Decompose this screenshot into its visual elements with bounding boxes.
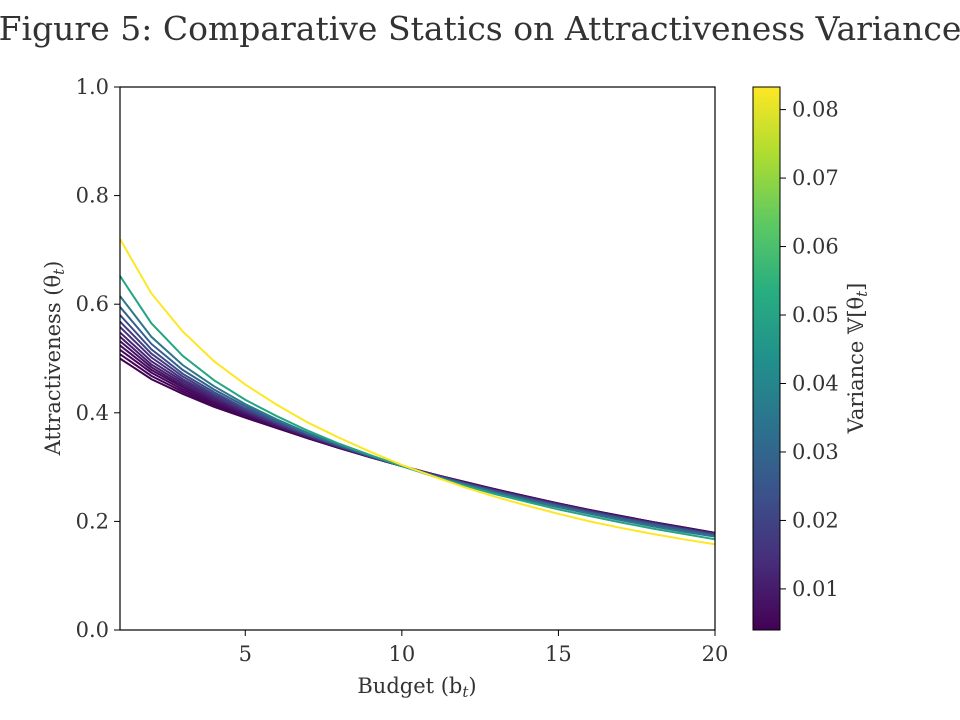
x-tick-label: 5 xyxy=(239,642,252,666)
series-line xyxy=(119,353,716,534)
plot-frame xyxy=(119,86,716,631)
colorbar-tick-label: 0.06 xyxy=(792,235,839,259)
x-tick-label: 20 xyxy=(702,642,729,666)
x-tick-label: 10 xyxy=(388,642,415,666)
series-line xyxy=(119,331,716,535)
colorbar-tick-label: 0.04 xyxy=(792,371,839,395)
colorbar xyxy=(752,86,781,631)
colorbar-ticks: 0.01 0.02 0.03 0.04 0.05 0.06 0.07 0.08 xyxy=(780,98,839,601)
series-line xyxy=(119,295,716,538)
series-line xyxy=(119,357,716,534)
y-axis-ticks: 0.0 0.2 0.4 0.6 0.8 1.0 xyxy=(76,75,120,642)
series-line xyxy=(119,306,716,537)
y-tick-label: 0.4 xyxy=(76,401,109,425)
y-tick-label: 1.0 xyxy=(76,75,109,99)
colorbar-label: Variance 𝕍[θt] xyxy=(844,283,871,435)
series-line xyxy=(119,238,716,546)
colorbar-tick-label: 0.02 xyxy=(792,508,839,532)
colorbar-tick-label: 0.03 xyxy=(792,440,839,464)
chart-title: Figure 5: Comparative Statics on Attract… xyxy=(0,9,960,48)
x-axis-label: Budget (bt) xyxy=(357,674,476,701)
series-line xyxy=(119,314,716,536)
x-axis-ticks: 5 10 15 20 xyxy=(239,630,729,666)
y-tick-label: 0.2 xyxy=(76,509,109,533)
y-tick-label: 0.6 xyxy=(76,292,109,316)
colorbar-tick-label: 0.01 xyxy=(792,577,839,601)
series-line xyxy=(119,344,716,535)
y-tick-label: 0.0 xyxy=(76,618,109,642)
series-line xyxy=(119,275,716,541)
series-lines xyxy=(119,238,716,546)
y-tick-label: 0.8 xyxy=(76,184,109,208)
y-axis-label: Attractiveness (θt) xyxy=(41,261,68,457)
colorbar-tick-label: 0.07 xyxy=(792,166,839,190)
series-line xyxy=(119,340,716,535)
x-tick-label: 15 xyxy=(545,642,572,666)
series-line xyxy=(119,336,716,535)
series-line xyxy=(119,320,716,536)
colorbar-tick-label: 0.08 xyxy=(792,98,839,122)
colorbar-tick-label: 0.05 xyxy=(792,303,839,327)
